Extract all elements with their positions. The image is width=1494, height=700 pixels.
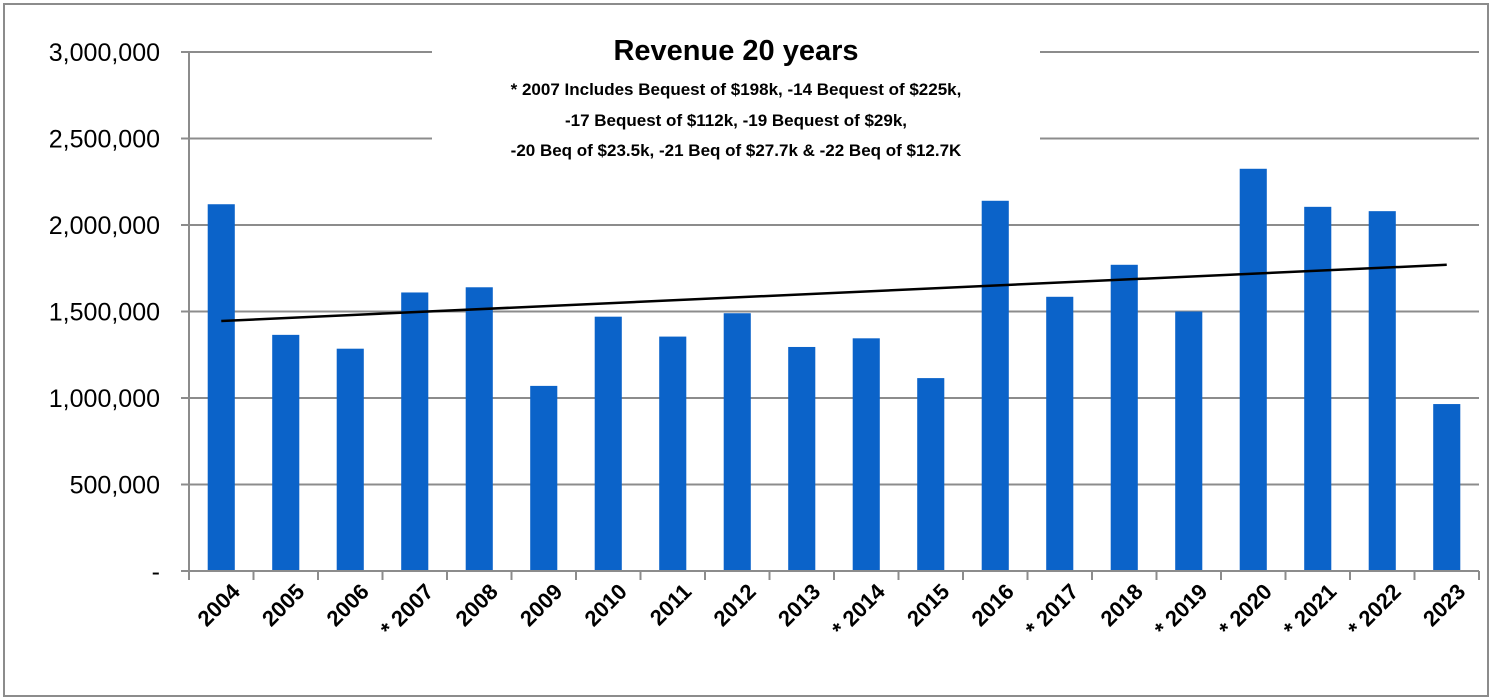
y-tick-label: 1,500,000 xyxy=(49,299,160,327)
bar xyxy=(1046,296,1074,571)
bar xyxy=(1175,311,1203,571)
bar xyxy=(530,385,558,571)
x-tick-label: 2012 xyxy=(708,579,760,631)
x-tick-label: 2011 xyxy=(645,579,696,630)
bar xyxy=(1110,264,1138,571)
x-tick-label: 2005 xyxy=(257,579,309,631)
x-tick-label: 2004 xyxy=(192,578,245,631)
bar xyxy=(1433,404,1461,571)
x-tick-label: 2006 xyxy=(321,579,373,631)
bar xyxy=(852,338,880,571)
x-tick-label: 2009 xyxy=(515,579,567,631)
bar xyxy=(917,378,945,571)
x-tick-label: * 2022 xyxy=(1343,579,1406,642)
bar xyxy=(1304,206,1332,571)
x-tick-label: 2013 xyxy=(773,579,825,631)
x-tick-label: 2016 xyxy=(966,579,1018,631)
chart-subtitle-line-2: -17 Bequest of $112k, -19 Bequest of $29… xyxy=(565,111,907,130)
bar xyxy=(1239,168,1267,571)
y-tick-label: 2,500,000 xyxy=(49,126,160,154)
x-tick-label: 2008 xyxy=(450,579,502,631)
y-tick-label: 1,000,000 xyxy=(49,385,160,413)
x-tick-label: * 2021 xyxy=(1279,579,1342,642)
bar xyxy=(272,334,300,571)
y-tick-label: 500,000 xyxy=(70,472,160,500)
bar xyxy=(981,200,1009,571)
x-tick-label: * 2007 xyxy=(376,579,439,642)
title-background xyxy=(432,28,1040,176)
x-tick-label: 2023 xyxy=(1418,579,1470,631)
y-tick-label: 2,000,000 xyxy=(49,212,160,240)
bars xyxy=(207,168,1461,572)
x-tick-label: * 2014 xyxy=(827,578,890,641)
chart-title: Revenue 20 years xyxy=(613,35,858,67)
x-tick-label: 2018 xyxy=(1095,579,1147,631)
y-tick-label: 3,000,000 xyxy=(49,39,160,67)
bar xyxy=(207,204,235,572)
bar xyxy=(659,336,687,571)
bar xyxy=(788,346,816,571)
x-tick-label: * 2019 xyxy=(1150,579,1213,642)
chart-subtitle-line-3: -20 Beq of $23.5k, -21 Beq of $27.7k & -… xyxy=(511,141,962,160)
trendline xyxy=(221,263,1447,323)
trendline-layer xyxy=(221,263,1447,323)
bar xyxy=(465,287,493,571)
x-tick-label: 2010 xyxy=(579,579,631,631)
bar xyxy=(594,316,622,571)
x-tick-label: * 2020 xyxy=(1214,579,1277,642)
chart-subtitle-line-1: * 2007 Includes Bequest of $198k, -14 Be… xyxy=(511,80,962,99)
bar xyxy=(336,348,364,571)
bar xyxy=(723,313,751,571)
y-tick-label: - xyxy=(152,558,160,586)
bar xyxy=(1368,211,1396,571)
bar xyxy=(401,292,429,571)
x-tick-label: 2015 xyxy=(902,579,954,631)
x-tick-label: * 2017 xyxy=(1021,579,1084,642)
title-block: Revenue 20 years * 2007 Includes Bequest… xyxy=(432,28,1040,176)
